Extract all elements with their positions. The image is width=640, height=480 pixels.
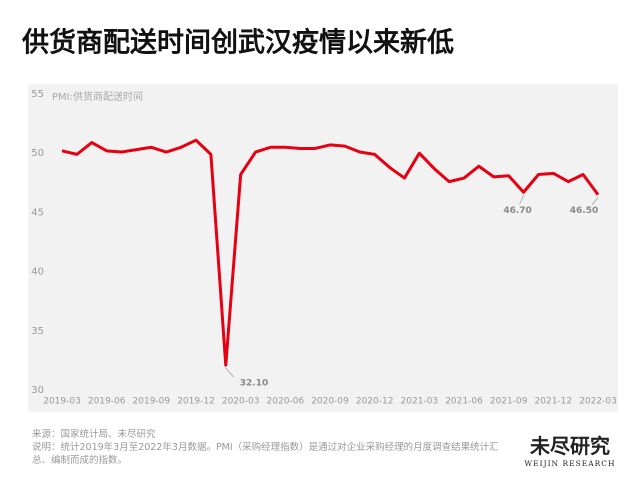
x-tick-label: 2021-12 [535,397,573,407]
x-tick-label: 2019-12 [177,397,215,407]
notes: 来源：国家统计局、未尽研究 说明：统计2019年3月至2022年3月数据。PMI… [32,428,502,467]
logo: 未尽研究 WEIJIN RESEARCH [520,430,620,468]
x-tick-label: 2020-09 [311,397,349,407]
value-label: 46.70 [503,206,531,216]
x-tick-label: 2021-03 [401,397,439,407]
value-label: 46.50 [570,206,598,216]
x-tick-label: 2019-06 [88,397,126,407]
x-tick-label: 2019-09 [133,397,171,407]
chart-title: 供货商配送时间创武汉疫情以来新低 [21,27,454,59]
y-tick-label: 55 [31,89,44,100]
y-tick-label: 40 [31,267,44,278]
y-tick-label: 30 [31,385,44,396]
label-leader [225,367,235,378]
y-tick-label: 45 [31,207,44,218]
y-tick-label: 50 [31,148,44,159]
source: 来源：国家统计局、未尽研究 [32,429,156,440]
x-tick-label: 2022-03 [579,397,617,407]
x-tick-label: 2020-12 [356,397,394,407]
x-tick-label: 2020-03 [222,397,260,407]
x-tick-label: 2021-06 [445,397,483,407]
chart: 供货商配送时间创武汉疫情以来新低 PMI:供货商配送时间 30 35 40 45 50 5… [21,27,618,412]
value-label: 32.10 [240,379,268,389]
plot-background [28,84,618,412]
logo-text: 未尽研究 [530,434,610,458]
series-label: PMI:供货商配送时间 [52,90,143,103]
label-leader [519,195,524,205]
logo-sub: WEIJIN RESEARCH [524,459,616,468]
x-tick-label: 2019-03 [43,397,81,407]
note: 说明：统计2019年3月至2022年3月数据。PMI（采购经理指数）是通过对企业… [32,442,499,466]
x-tick-label: 2021-09 [490,397,528,407]
line [61,138,600,367]
y-tick-label: 35 [31,326,44,337]
label-leader [591,197,599,205]
x-tick-label: 2020-06 [267,397,305,407]
